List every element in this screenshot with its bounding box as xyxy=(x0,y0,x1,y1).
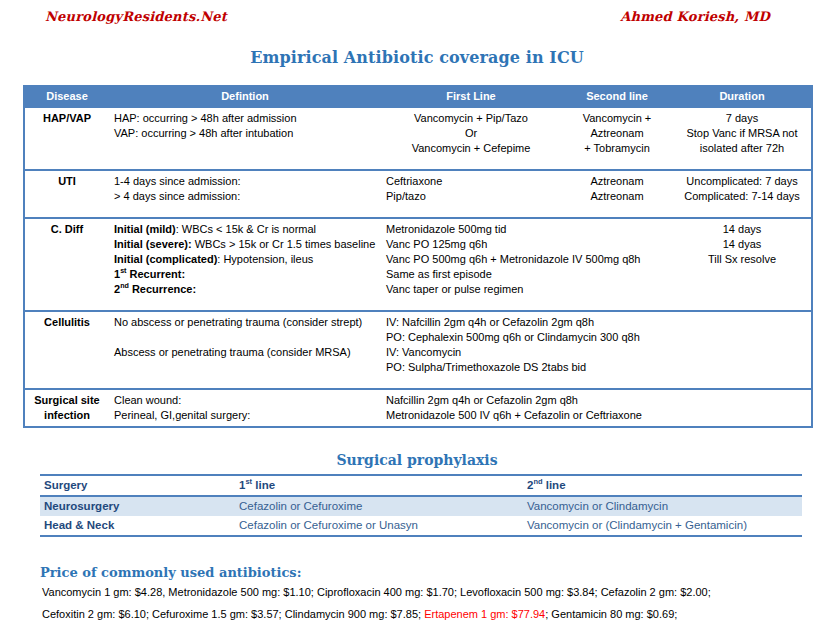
first-line-cell: IV: Nafcillin 2gm q4h or Cefazolin 2gm q… xyxy=(381,311,673,389)
definition-cell: No abscess or penetrating trauma (consid… xyxy=(109,311,381,389)
table-row-neurosurgery: Neurosurgery Cefazolin or Cefuroxime Van… xyxy=(40,496,802,516)
price-line-2: Cefoxitin 2 gm: $6.10; Cefuroxime 1.5 gm… xyxy=(42,608,834,621)
surgical-prophylaxis-table: Surgery 1st line 2nd line Neurosurgery C… xyxy=(40,474,802,537)
definition-line-second-recurrence: 2nd Recurrence: xyxy=(114,282,376,297)
site-credit: NeurologyResidents.Net xyxy=(45,9,227,24)
column-header-definition: Defintion xyxy=(109,86,381,107)
surgery-cell: Head & Neck xyxy=(40,516,235,536)
duration-cell xyxy=(673,311,812,389)
definition-cell: Initial (mild): WBCs < 15k & Cr is norma… xyxy=(109,218,381,311)
column-header-disease: Disease xyxy=(24,86,109,107)
page-title: Empirical Antibiotic coverage in ICU xyxy=(0,48,834,67)
second-line-cell: Vancomycin or Clindamycin xyxy=(523,496,802,516)
definition-line-severe: Initial (severe): WBCs > 15k or Cr 1.5 t… xyxy=(114,237,376,252)
price-line-2-start: Cefoxitin 2 gm: $6.10; Cefuroxime 1.5 gm… xyxy=(42,608,424,620)
icu-table-header: Disease Defintion First Line Second line… xyxy=(24,86,812,107)
disease-cell: UTI xyxy=(24,170,109,218)
first-line-cell: Vancomycin + Pip/Tazo Or Vancomycin + Ce… xyxy=(381,107,561,170)
definition-line-first-recurrent: 1st Recurrent: xyxy=(114,267,376,282)
duration-cell xyxy=(673,389,812,427)
table-row-c-diff: C. Diff Initial (mild): WBCs < 15k & Cr … xyxy=(24,218,812,311)
ertapenem-price-highlight: Ertapenem 1 gm: $77.94 xyxy=(424,608,545,620)
definition-cell: 1-4 days since admission: > 4 days since… xyxy=(109,170,381,218)
definition-line-complicated: Initial (complicated): Hypotension, ileu… xyxy=(114,252,376,267)
column-header-first-line: First Line xyxy=(381,86,561,107)
second-line-cell: Vancomycin + Aztreonam + Tobramycin xyxy=(561,107,673,170)
table-row-hap-vap: HAP/VAP HAP: occurring > 48h after admis… xyxy=(24,107,812,170)
author-credit: Ahmed Koriesh, MD xyxy=(620,9,770,24)
surgical-prophylaxis-title: Surgical prophylaxis xyxy=(0,452,834,468)
definition-line-mild: Initial (mild): WBCs < 15k & Cr is norma… xyxy=(114,222,376,237)
table-row-cellulitis: Cellulitis No abscess or penetrating tra… xyxy=(24,311,812,389)
first-line-cell: Metronidazole 500mg tid Vanc PO 125mg q6… xyxy=(381,218,673,311)
duration-cell: 7 days Stop Vanc if MRSA not isolated af… xyxy=(673,107,812,170)
table-row-uti: UTI 1-4 days since admission: > 4 days s… xyxy=(24,170,812,218)
second-line-cell: Aztreonam Aztreonam xyxy=(561,170,673,218)
price-line-1: Vancomycin 1 gm: $4.28, Metronidazole 50… xyxy=(42,586,834,599)
disease-cell: C. Diff xyxy=(24,218,109,311)
prices-heading: Price of commonly used antibiotics: xyxy=(40,565,834,580)
definition-cell: Clean wound: Perineal, GI,genital surger… xyxy=(109,389,381,427)
column-header-surgery: Surgery xyxy=(40,475,235,496)
table-row-surgical-site-infection: Surgical site infection Clean wound: Per… xyxy=(24,389,812,427)
column-header-second-line: Second line xyxy=(561,86,673,107)
disease-cell: Cellulitis xyxy=(24,311,109,389)
table-row-head-and-neck: Head & Neck Cefazolin or Cefuroxime or U… xyxy=(40,516,802,536)
document-page: NeurologyResidents.Net Ahmed Koriesh, MD… xyxy=(0,0,834,625)
disease-cell: HAP/VAP xyxy=(24,107,109,170)
column-header-first-line: 1st line xyxy=(235,475,523,496)
first-line-cell: Cefazolin or Cefuroxime xyxy=(235,496,523,516)
duration-cell: Uncomplicated: 7 days Complicated: 7-14 … xyxy=(673,170,812,218)
duration-cell: 14 days 14 dyas Till Sx resolve xyxy=(673,218,812,311)
column-header-second-line: 2nd line xyxy=(523,475,802,496)
first-line-cell: Ceftriaxone Pip/tazo xyxy=(381,170,561,218)
surgery-cell: Neurosurgery xyxy=(40,496,235,516)
definition-cell: HAP: occurring > 48h after admission VAP… xyxy=(109,107,381,170)
column-header-duration: Duration xyxy=(673,86,812,107)
table-header-row: Disease Defintion First Line Second line… xyxy=(24,86,812,107)
first-line-cell: Nafcillin 2gm q4h or Cefazolin 2gm q8h M… xyxy=(381,389,673,427)
disease-cell: Surgical site infection xyxy=(24,389,109,427)
first-line-cell: Cefazolin or Cefuroxime or Unasyn xyxy=(235,516,523,536)
price-line-2-end: ; Gentamicin 80 mg: $0.69; xyxy=(545,608,677,620)
icu-antibiotic-table: Disease Defintion First Line Second line… xyxy=(23,85,813,428)
second-line-cell: Vancomycin or (Clindamycin + Gentamicin) xyxy=(523,516,802,536)
prophylaxis-header-row: Surgery 1st line 2nd line xyxy=(40,475,802,496)
top-credits-bar: NeurologyResidents.Net Ahmed Koriesh, MD xyxy=(0,0,834,24)
